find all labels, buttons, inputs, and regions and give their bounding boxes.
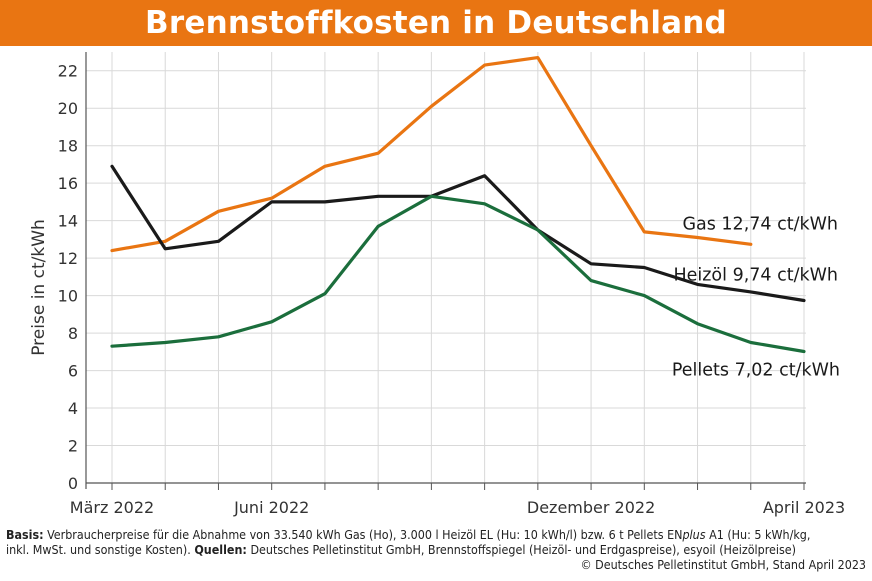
y-tick-labels: 0 2 4 6 8 10 12 14 16 18 20 22 [58, 62, 78, 493]
title-bar: Brennstoffkosten in Deutschland [0, 0, 872, 46]
y-tick-label: 10 [58, 287, 78, 306]
x-tick-label: Dezember 2022 [527, 498, 655, 517]
y-tick-label: 22 [58, 62, 78, 81]
copyright: © Deutsches Pelletinstitut GmbH, Stand A… [580, 557, 866, 572]
series-end-value: 12,74 ct/kWh [721, 214, 838, 234]
x-tick-label: April 2023 [763, 498, 845, 517]
y-tick-label: 2 [68, 437, 78, 456]
sources-label: Quellen: [194, 542, 247, 557]
y-tick-label: 20 [58, 99, 78, 118]
series-name: Gas [682, 214, 721, 234]
y-tick-label: 16 [58, 174, 78, 193]
basis-plus: plus [682, 527, 706, 542]
series-end-value: 7,02 ct/kWh [735, 360, 840, 380]
y-tick-label: 14 [58, 212, 78, 231]
series-line-heizöl [110, 164, 806, 303]
series-labels: Gas 12,74 ct/kWh Heizöl 9,74 ct/kWh Pellet… [672, 214, 840, 380]
series-line-gas [110, 56, 753, 253]
footer-line-2: inkl. MwSt. und sonstige Kosten). Quelle… [6, 542, 866, 557]
footer-line-1: Basis: Verbraucherpreise für die Abnahme… [6, 527, 866, 542]
y-tick-label: 4 [68, 399, 78, 418]
basis-text-1: Verbraucherpreise für die Abnahme von 33… [47, 527, 683, 542]
y-tick-label: 0 [68, 474, 78, 493]
x-tick-label: Juni 2022 [233, 498, 309, 517]
sources-text: Deutsches Pelletinstitut GmbH, Brennstof… [250, 542, 797, 557]
basis-text-2: A1 (Hu: 5 kWh/kg, [705, 527, 811, 542]
line-chart: 0 2 4 6 8 10 12 14 16 18 20 22 März 2022 Juni 2022 De… [29, 52, 845, 517]
y-axis-label: Preise in ct/kWh [29, 219, 49, 356]
series-label-pellets: Pellets 7,02 ct/kWh [672, 360, 840, 380]
series-label-heizöl: Heizöl 9,74 ct/kWh [673, 265, 838, 285]
y-tick-label: 8 [68, 324, 78, 343]
axes [85, 52, 806, 490]
basis-text-3: inkl. MwSt. und sonstige Kosten). [6, 542, 191, 557]
y-tick-label: 6 [68, 362, 78, 381]
basis-label: Basis: [6, 527, 44, 542]
grid-lines [86, 52, 806, 483]
series-label-gas: Gas 12,74 ct/kWh [682, 214, 838, 234]
series-name: Pellets [672, 360, 735, 380]
x-tick-label: März 2022 [70, 498, 154, 517]
y-tick-label: 12 [58, 249, 78, 268]
chart-title: Brennstoffkosten in Deutschland [145, 5, 727, 41]
y-tick-label: 18 [58, 137, 78, 156]
series-line-pellets [110, 194, 806, 354]
x-tick-labels: März 2022 Juni 2022 Dezember 2022 April 202… [70, 498, 845, 517]
series-lines [110, 56, 806, 354]
series-name: Heizöl [673, 265, 732, 285]
series-end-value: 9,74 ct/kWh [733, 265, 838, 285]
footer: Basis: Verbraucherpreise für die Abnahme… [6, 527, 866, 572]
